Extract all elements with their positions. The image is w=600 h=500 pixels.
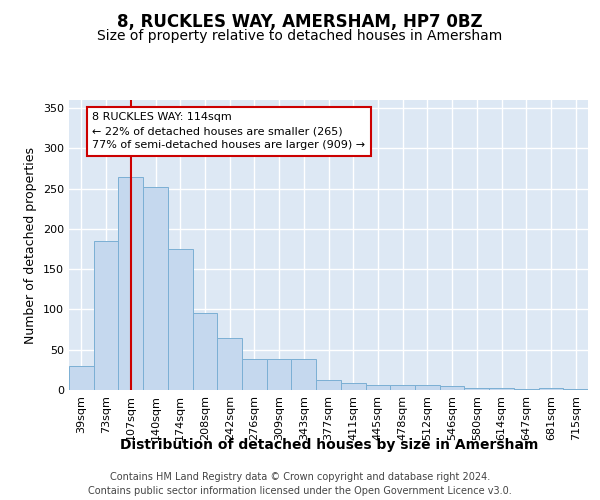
Bar <box>118 176 143 390</box>
Bar <box>563 389 588 390</box>
Bar <box>292 360 316 390</box>
Bar <box>365 385 390 390</box>
Text: Size of property relative to detached houses in Amersham: Size of property relative to detached ho… <box>97 29 503 43</box>
Bar <box>217 338 242 390</box>
Bar <box>193 314 217 390</box>
Bar <box>415 385 440 390</box>
Bar <box>242 360 267 390</box>
Bar <box>267 360 292 390</box>
Text: 8 RUCKLES WAY: 114sqm
← 22% of detached houses are smaller (265)
77% of semi-det: 8 RUCKLES WAY: 114sqm ← 22% of detached … <box>92 112 365 150</box>
Y-axis label: Number of detached properties: Number of detached properties <box>25 146 37 344</box>
Text: Contains HM Land Registry data © Crown copyright and database right 2024.
Contai: Contains HM Land Registry data © Crown c… <box>88 472 512 496</box>
Bar <box>514 389 539 390</box>
Text: 8, RUCKLES WAY, AMERSHAM, HP7 0BZ: 8, RUCKLES WAY, AMERSHAM, HP7 0BZ <box>117 12 483 30</box>
Bar <box>316 380 341 390</box>
Bar <box>464 388 489 390</box>
Bar <box>390 385 415 390</box>
Bar <box>168 249 193 390</box>
Bar <box>440 386 464 390</box>
Bar <box>539 388 563 390</box>
Bar <box>341 383 365 390</box>
Text: Distribution of detached houses by size in Amersham: Distribution of detached houses by size … <box>119 438 538 452</box>
Bar <box>143 187 168 390</box>
Bar <box>94 241 118 390</box>
Bar <box>69 366 94 390</box>
Bar <box>489 388 514 390</box>
